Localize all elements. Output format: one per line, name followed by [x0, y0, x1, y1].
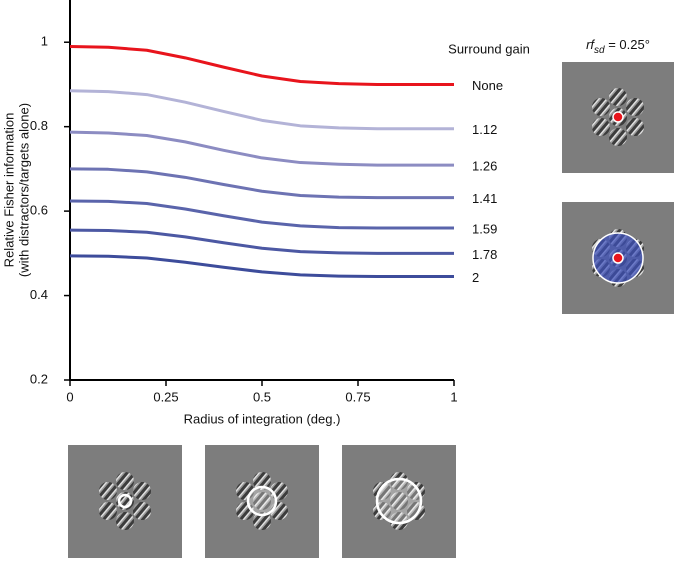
panel-label: rfsd = 0.25° — [586, 37, 650, 55]
x-axis-title: Radius of integration (deg.) — [184, 411, 341, 426]
series-line — [69, 89, 454, 131]
y-axis-title: Relative Fisher information — [1, 113, 16, 268]
series-line — [69, 199, 454, 230]
series-line — [69, 254, 454, 279]
y-tick-label: 0.8 — [30, 118, 48, 133]
y-tick-label: 0.6 — [30, 203, 48, 218]
x-tick-label: 0 — [66, 389, 73, 404]
y-tick-label: 1 — [41, 34, 48, 49]
legend-label: 1.78 — [472, 247, 497, 262]
x-tick-label: 1 — [450, 389, 457, 404]
legend-label: 1.59 — [472, 221, 497, 236]
legend-title: Surround gain — [448, 41, 530, 56]
x-tick-label: 0.25 — [153, 389, 178, 404]
series-line — [69, 228, 454, 255]
series-line — [69, 167, 454, 200]
x-tick-label: 0.5 — [253, 389, 271, 404]
series-line — [69, 130, 454, 167]
y-axis-title: (with distractors/targets alone) — [16, 103, 31, 277]
y-tick-label: 0.2 — [30, 371, 48, 386]
x-tick-label: 0.75 — [345, 389, 370, 404]
legend-label: 1.26 — [472, 159, 497, 174]
y-tick-label: 0.4 — [30, 287, 48, 302]
legend-label: None — [472, 78, 503, 93]
legend-label: 1.12 — [472, 122, 497, 137]
legend-label: 1.41 — [472, 191, 497, 206]
legend-label: 2 — [472, 270, 479, 285]
thumbnails — [68, 62, 674, 558]
series-line — [69, 44, 454, 86]
